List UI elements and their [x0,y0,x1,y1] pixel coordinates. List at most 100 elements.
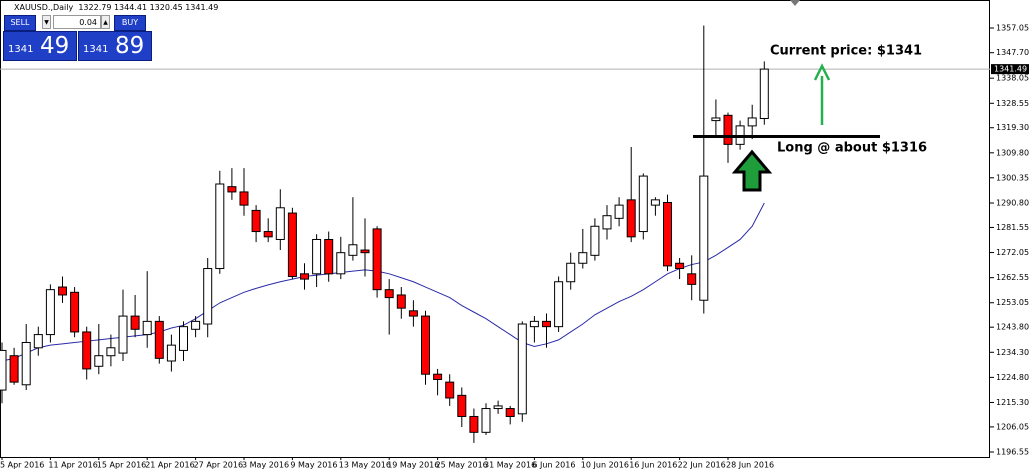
candle-body [687,273,697,285]
y-tick-label: 1347.70 [996,48,1029,57]
y-tick-label: 1262.55 [996,273,1029,282]
sell-button[interactable]: SELL [4,15,36,31]
candle-body [590,225,600,256]
bid-big: 1341 [8,44,34,55]
candle-body [106,347,116,357]
candle-body [481,408,491,433]
lot-down[interactable]: ▼ [42,15,51,29]
candle-body [638,175,648,233]
candle-body [675,262,685,270]
lot-up[interactable]: ▲ [101,15,110,29]
y-tick-label: 1309.80 [996,148,1029,157]
price-tag-label: 1341.49 [994,65,1027,74]
candle-body [142,320,152,336]
candle-body [9,355,19,383]
candle-body [287,212,297,277]
candle-body [21,342,31,386]
x-tick-label: 25 May 2016 [436,461,488,470]
ask-big: 1341 [83,44,109,55]
x-tick-label: 27 Apr 2016 [194,461,243,470]
y-tick-label: 1319.30 [996,123,1029,132]
y-tick-label: 1253.05 [996,298,1029,307]
x-tick-label: 13 May 2016 [339,461,391,470]
candle-body [457,394,467,417]
candle-body [433,373,443,380]
symbol: XAUUSD.,Daily [14,3,74,12]
candle-body [421,315,430,375]
candle-body [650,199,660,206]
candle-body [33,334,43,349]
y-tick-label: 1328.55 [996,99,1029,108]
y-tick-label: 1281.55 [996,223,1029,232]
ohlc: 1322.79 1344.41 1320.45 1341.49 [78,3,219,12]
candle-body [324,238,334,275]
x-tick-label: 16 Jun 2016 [629,461,677,470]
candle-body [542,320,551,328]
candle-body [166,344,176,362]
candle-body [469,415,479,433]
candle-body [203,268,213,325]
candle-body [336,252,346,275]
candle-body [45,289,55,336]
trade-panel: SELL ▼ 0.04 ▲ BUY 1341 49 1341 89 [0,0,178,62]
candle-body [82,331,92,370]
y-tick-label: 1206.05 [996,422,1029,431]
y-tick-label: 1224.80 [996,373,1029,382]
candle-body [227,186,237,193]
candle-body [517,323,527,415]
ask-box[interactable]: 1341 89 [78,31,152,61]
candle-body [759,68,769,120]
x-tick-label: 28 Jun 2016 [726,461,774,470]
lot-input[interactable]: 0.04 [53,15,101,29]
candle-body [602,215,612,230]
buy-button[interactable]: BUY [114,15,146,31]
bid-box[interactable]: 1341 49 [3,31,77,61]
candle-body [215,183,225,270]
candle-body [747,117,757,127]
x-tick-label: 22 Jun 2016 [678,461,726,470]
y-tick-label: 1243.80 [996,323,1029,332]
big-up-arrow [731,149,773,192]
candle-body [118,315,128,354]
ask-small: 89 [115,33,145,59]
candle-body [663,201,672,267]
y-tick-label: 1272.05 [996,248,1029,257]
candle-body [275,207,285,240]
x-tick-label: 31 May 2016 [484,461,536,470]
candle-body [191,320,201,330]
candle-body [505,408,515,417]
candle-body [396,294,406,309]
y-tick-label: 1215.30 [996,398,1029,407]
candle-body [130,315,140,330]
candle-body [445,381,455,399]
y-tick-label: 1196.55 [996,448,1029,457]
candle-body [0,349,7,391]
candle-body [239,191,249,206]
price-tag [991,64,1029,75]
candle-body [493,405,503,410]
y-tick-label: 1357.05 [996,24,1029,33]
x-tick-label: 11 Apr 2016 [48,461,97,470]
candle-body [578,252,588,264]
candle-body [251,209,261,233]
y-tick-label: 1290.80 [996,199,1029,208]
candle-body [614,204,624,219]
y-tick-label: 1338.05 [996,74,1029,83]
y-tick-label: 1234.30 [996,348,1029,357]
candle-body [312,238,322,275]
x-tick-label: 3 May 2016 [242,461,289,470]
candle-body [154,320,164,359]
y-tick-label: 1300.35 [996,173,1029,182]
candle-body [58,286,67,296]
x-tick-label: 6 Jun 2016 [532,461,575,470]
x-tick-label: 19 May 2016 [387,461,439,470]
candle-body [408,310,418,317]
candle-body [263,231,273,238]
moving-average [1,202,765,362]
x-tick-label: 21 Apr 2016 [145,461,194,470]
candle-body [360,249,370,254]
candle-body [179,326,188,351]
candle-body [70,291,80,333]
